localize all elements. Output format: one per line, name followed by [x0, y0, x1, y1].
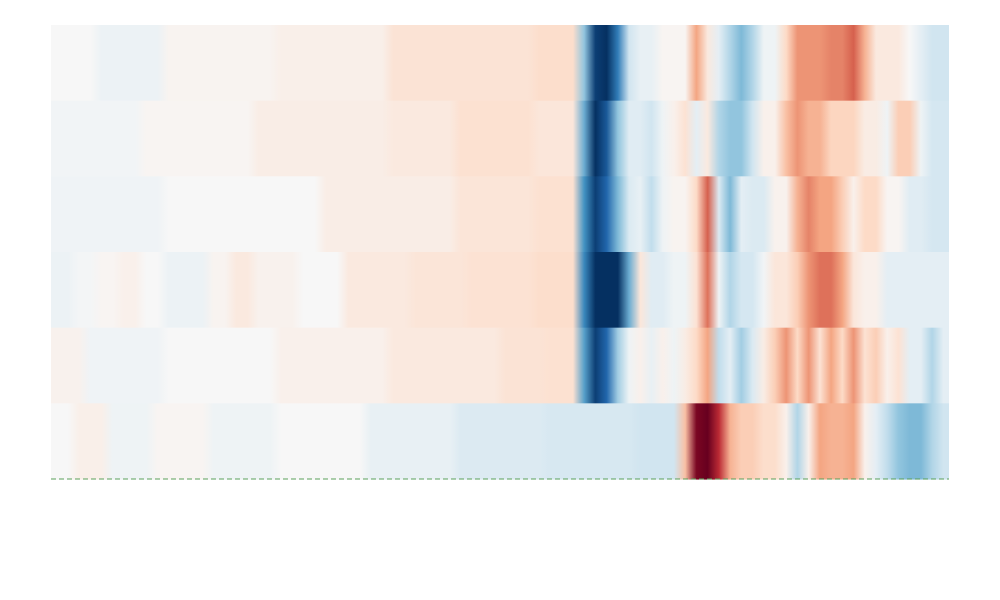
- heatmap-row-6: [51, 403, 949, 480]
- heatmap-row-3: [51, 176, 949, 253]
- heatmap-row-2: [51, 100, 949, 177]
- heatmap-row-5: [51, 327, 949, 404]
- heatmap-row-1: [51, 25, 949, 102]
- heatmap-row-4: [51, 252, 949, 329]
- heatmap-rows: [51, 25, 949, 480]
